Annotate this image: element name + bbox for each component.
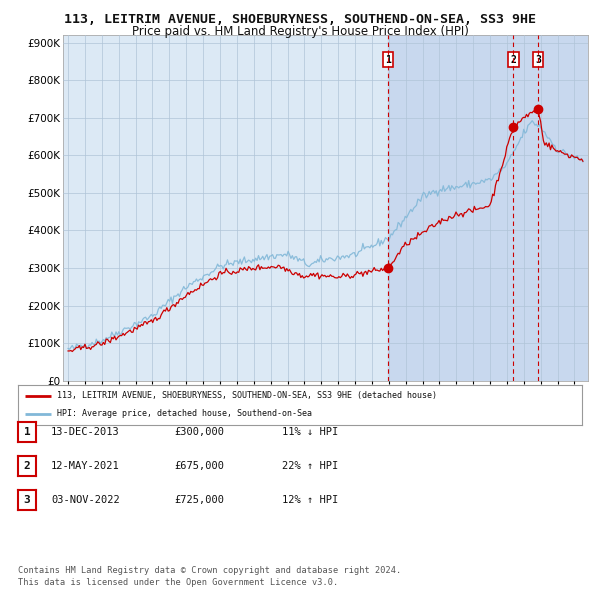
- Text: 3: 3: [535, 55, 541, 65]
- Text: 13-DEC-2013: 13-DEC-2013: [51, 427, 120, 437]
- Text: 11% ↓ HPI: 11% ↓ HPI: [282, 427, 338, 437]
- Text: 3: 3: [23, 496, 31, 505]
- Text: £300,000: £300,000: [174, 427, 224, 437]
- Text: 12-MAY-2021: 12-MAY-2021: [51, 461, 120, 471]
- Text: 2: 2: [510, 55, 516, 65]
- Text: 113, LEITRIM AVENUE, SHOEBURYNESS, SOUTHEND-ON-SEA, SS3 9HE (detached house): 113, LEITRIM AVENUE, SHOEBURYNESS, SOUTH…: [58, 391, 437, 400]
- Bar: [388, 35, 600, 381]
- Text: 1: 1: [385, 55, 391, 65]
- Text: £675,000: £675,000: [174, 461, 224, 471]
- Text: £725,000: £725,000: [174, 496, 224, 505]
- Text: 113, LEITRIM AVENUE, SHOEBURYNESS, SOUTHEND-ON-SEA, SS3 9HE: 113, LEITRIM AVENUE, SHOEBURYNESS, SOUTH…: [64, 13, 536, 26]
- Text: 2: 2: [23, 461, 31, 471]
- Text: 03-NOV-2022: 03-NOV-2022: [51, 496, 120, 505]
- Text: HPI: Average price, detached house, Southend-on-Sea: HPI: Average price, detached house, Sout…: [58, 409, 313, 418]
- Text: 1: 1: [23, 427, 31, 437]
- Text: Price paid vs. HM Land Registry's House Price Index (HPI): Price paid vs. HM Land Registry's House …: [131, 25, 469, 38]
- Text: 22% ↑ HPI: 22% ↑ HPI: [282, 461, 338, 471]
- Text: Contains HM Land Registry data © Crown copyright and database right 2024.
This d: Contains HM Land Registry data © Crown c…: [18, 566, 401, 587]
- Text: 12% ↑ HPI: 12% ↑ HPI: [282, 496, 338, 505]
